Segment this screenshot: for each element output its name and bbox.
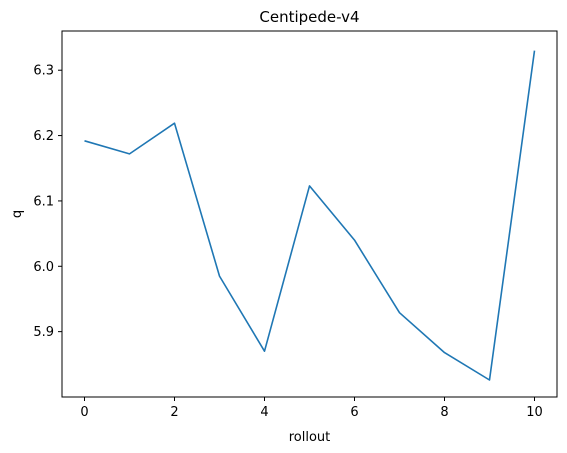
y-tick-label: 6.2	[33, 129, 54, 144]
series-layer	[84, 50, 536, 381]
y-tick-label: 6.1	[33, 194, 54, 209]
plot-area	[61, 30, 558, 398]
x-axis-ticks: 0 2 4 6 8 10	[80, 397, 543, 420]
y-tick-label: 6.3	[33, 64, 54, 79]
x-tick-label: 0	[80, 405, 88, 420]
axes-frame	[61, 30, 558, 398]
y-axis-label: q	[10, 210, 25, 218]
y-tick-label: 5.9	[33, 325, 54, 340]
x-axis-label: rollout	[289, 430, 331, 445]
x-tick-label: 6	[350, 405, 358, 420]
x-tick-label: 2	[170, 405, 178, 420]
x-tick-label: 4	[260, 405, 268, 420]
chart-title: Centipede-v4	[259, 8, 359, 26]
x-tick-label: 8	[440, 405, 448, 420]
x-tick-label: 10	[526, 405, 543, 420]
y-axis-ticks: 5.9 6.0 6.1 6.2 6.3	[33, 64, 62, 340]
y-tick-label: 6.0	[33, 260, 54, 275]
